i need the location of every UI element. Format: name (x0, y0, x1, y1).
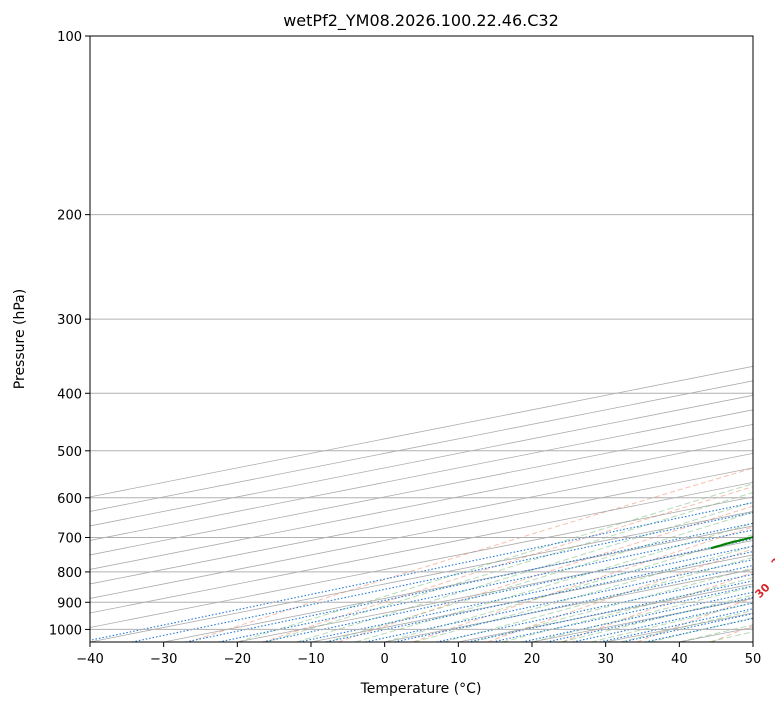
x-tick-label: −40 (76, 652, 103, 667)
dry-adiabat-line (711, 624, 753, 642)
moist-adiabat-line (443, 556, 753, 642)
x-tick-label: 40 (671, 652, 688, 667)
isotherm-line (605, 612, 753, 642)
x-tick-label: −30 (150, 652, 177, 667)
y-tick-label: 500 (57, 445, 82, 460)
dry-adiabat-line (636, 597, 753, 642)
isotherm-line (90, 394, 753, 527)
moist-adiabat-line (296, 501, 753, 642)
x-tick-label: 30 (597, 652, 614, 667)
moist-adiabat-line (325, 511, 753, 642)
x-axis-ticks: −40 −30 −20 −10 0 10 20 30 40 50 (76, 642, 761, 667)
moist-adiabat-line (384, 534, 753, 642)
chart-title: wetPf2_YM08.2026.100.22.46.C32 (283, 11, 559, 31)
isotherm-line (90, 365, 753, 498)
mixing-ratio-line (90, 502, 753, 641)
mixing-ratio-line (546, 596, 753, 642)
y-tick-label: 200 (57, 209, 82, 224)
x-tick-label: 0 (381, 652, 389, 667)
isotherm-line (90, 452, 753, 585)
isotherm-line (90, 380, 753, 512)
mixing-ratio-line (522, 591, 753, 642)
y-tick-label: 900 (57, 596, 82, 611)
moist-adiabat-line (679, 624, 753, 642)
isotherm-line (90, 438, 753, 570)
moist-adiabat-line (590, 602, 753, 642)
isotherm-line (90, 481, 753, 614)
y-tick-label: 400 (57, 387, 82, 402)
y-axis-ticks: 1000 900 800 700 600 500 400 300 200 100 (49, 30, 90, 638)
x-tick-label: 10 (450, 652, 467, 667)
y-tick-label: 1000 (49, 623, 82, 638)
isotherm-line (679, 627, 753, 642)
mixing-ratio-line (262, 538, 753, 642)
background-lines (90, 365, 753, 642)
mixing-ratio-line (218, 529, 753, 642)
moist-adiabat-line (708, 631, 753, 642)
isotherm-line (90, 423, 753, 556)
y-tick-label: 600 (57, 492, 82, 507)
mixing-ratio-line (492, 585, 753, 642)
moist-adiabat-line (413, 545, 753, 642)
isotherm-line (90, 467, 753, 599)
plot-frame (89, 35, 754, 643)
moist-adiabat-line (237, 483, 753, 642)
mixing-ratio-line (299, 545, 753, 642)
pressure-gridlines (90, 35, 753, 630)
x-tick-label: 50 (745, 652, 762, 667)
moist-adiabat-line (561, 594, 753, 642)
y-tick-label: 800 (57, 566, 82, 581)
mixing-ratio-line (185, 522, 753, 642)
moist-adiabat-line (266, 492, 753, 642)
x-tick-label: −20 (224, 652, 251, 667)
y-tick-label: 700 (57, 532, 82, 547)
dry-adiabat-line (487, 548, 753, 642)
y-tick-label: 100 (57, 30, 82, 45)
isotherm-line (90, 409, 753, 541)
dry-adiabat-line (188, 467, 753, 642)
isotherm-line (163, 525, 753, 642)
x-tick-label: 20 (524, 652, 541, 667)
y-axis-label: Pressure (hPa) (12, 289, 28, 389)
isotherm-line (90, 511, 753, 642)
x-tick-label: −10 (297, 652, 324, 667)
dry-adiabat-line (562, 571, 753, 642)
moist-adiabat-line (531, 586, 753, 642)
isotherm-line (237, 540, 753, 642)
isotherm-line (90, 496, 753, 628)
dry-adiabat-label: 30 (753, 581, 773, 601)
mixing-ratio-line (572, 602, 753, 642)
moist-adiabat-line (472, 567, 753, 642)
x-axis-label: Temperature (°C) (360, 681, 482, 697)
dry-adiabat-label: 20 (769, 550, 775, 570)
isotherm-line (752, 641, 753, 642)
isotherm-line (310, 554, 753, 642)
isotherm-line (384, 569, 753, 642)
y-tick-label: 300 (57, 313, 82, 328)
